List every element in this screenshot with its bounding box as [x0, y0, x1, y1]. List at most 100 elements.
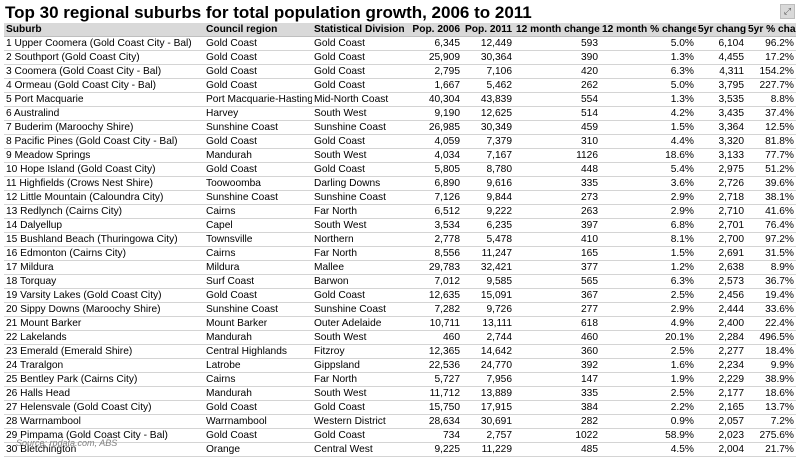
- cell-suburb: 18 Torquay: [4, 274, 204, 289]
- column-header-12m-change[interactable]: 12 month change: [514, 23, 600, 37]
- cell-pop2006: 15,750: [408, 400, 462, 415]
- cell-pop2011: 15,091: [462, 288, 514, 303]
- column-header-division[interactable]: Statistical Division: [312, 23, 408, 37]
- cell-change-12m: 335: [514, 176, 600, 191]
- cell-pct-12m: 1.2%: [600, 260, 696, 275]
- cell-council: Gold Coast: [204, 288, 312, 303]
- column-header-suburb[interactable]: Suburb: [4, 23, 204, 37]
- column-header-5yr-change[interactable]: 5yr change: [696, 23, 746, 37]
- cell-pop2011: 8,780: [462, 162, 514, 177]
- cell-division: Gold Coast: [312, 428, 408, 443]
- page-title: Top 30 regional suburbs for total popula…: [5, 3, 532, 22]
- cell-pct-5yr: 38.1%: [746, 190, 796, 205]
- cell-pop2006: 5,805: [408, 162, 462, 177]
- cell-pct-12m: 1.6%: [600, 358, 696, 373]
- table-row: 24 Traralgon Latrobe Gippsland 22,536 24,770…: [4, 358, 796, 373]
- table-row: 12 Little Mountain (Caloundra City) Sunsh…: [4, 190, 796, 205]
- cell-change-12m: 448: [514, 162, 600, 177]
- table-row: 1 Upper Coomera (Gold Coast City - Bal) G…: [4, 36, 796, 51]
- cell-division: Far North: [312, 204, 408, 219]
- cell-change-5yr: 2,975: [696, 162, 746, 177]
- cell-division: Gold Coast: [312, 36, 408, 51]
- cell-pop2011: 2,744: [462, 330, 514, 345]
- column-header-pop2006[interactable]: Pop. 2006: [408, 23, 462, 37]
- cell-pct-12m: 2.5%: [600, 344, 696, 359]
- cell-pct-5yr: 76.4%: [746, 218, 796, 233]
- cell-division: Sunshine Coast: [312, 302, 408, 317]
- column-header-council[interactable]: Council region: [204, 23, 312, 37]
- cell-pct-12m: 4.4%: [600, 134, 696, 149]
- cell-change-12m: 420: [514, 64, 600, 79]
- cell-change-12m: 593: [514, 36, 600, 51]
- cell-pct-5yr: 17.2%: [746, 50, 796, 65]
- cell-division: Barwon: [312, 274, 408, 289]
- table-row: 20 Sippy Downs (Maroochy Shire) Sunshine …: [4, 302, 796, 317]
- cell-division: Gippsland: [312, 358, 408, 373]
- cell-pct-5yr: 33.6%: [746, 302, 796, 317]
- cell-pct-12m: 6.3%: [600, 64, 696, 79]
- cell-suburb: 20 Sippy Downs (Maroochy Shire): [4, 302, 204, 317]
- cell-pop2006: 2,795: [408, 64, 462, 79]
- cell-change-5yr: 2,234: [696, 358, 746, 373]
- table-row: 28 Warrnambool Warrnambool Western Distric…: [4, 414, 796, 429]
- cell-council: Sunshine Coast: [204, 120, 312, 135]
- cell-pct-5yr: 41.6%: [746, 204, 796, 219]
- cell-pop2011: 30,364: [462, 50, 514, 65]
- cell-pop2011: 7,379: [462, 134, 514, 149]
- cell-pct-12m: 5.4%: [600, 162, 696, 177]
- cell-council: Sunshine Coast: [204, 302, 312, 317]
- cell-change-5yr: 3,320: [696, 134, 746, 149]
- cell-change-5yr: 4,311: [696, 64, 746, 79]
- cell-pop2006: 29,783: [408, 260, 462, 275]
- cell-pop2011: 13,111: [462, 316, 514, 331]
- cell-change-12m: 277: [514, 302, 600, 317]
- cell-pct-12m: 4.5%: [600, 442, 696, 457]
- cell-change-12m: 273: [514, 190, 600, 205]
- cell-change-5yr: 2,691: [696, 246, 746, 261]
- cell-change-5yr: 2,165: [696, 400, 746, 415]
- cell-pop2006: 28,634: [408, 414, 462, 429]
- cell-pop2011: 5,478: [462, 232, 514, 247]
- cell-change-5yr: 3,795: [696, 78, 746, 93]
- cell-change-5yr: 2,710: [696, 204, 746, 219]
- cell-change-12m: 377: [514, 260, 600, 275]
- cell-pct-12m: 5.0%: [600, 36, 696, 51]
- cell-suburb: 5 Port Macquarie: [4, 92, 204, 107]
- cell-pct-12m: 2.5%: [600, 386, 696, 401]
- cell-pct-5yr: 21.7%: [746, 442, 796, 457]
- cell-pop2011: 24,770: [462, 358, 514, 373]
- cell-change-12m: 618: [514, 316, 600, 331]
- cell-change-5yr: 4,455: [696, 50, 746, 65]
- cell-division: Sunshine Coast: [312, 120, 408, 135]
- cell-pct-12m: 18.6%: [600, 148, 696, 163]
- cell-pop2006: 460: [408, 330, 462, 345]
- cell-change-5yr: 3,364: [696, 120, 746, 135]
- cell-council: Cairns: [204, 372, 312, 387]
- cell-division: Darling Downs: [312, 176, 408, 191]
- column-header-5yr-pct[interactable]: 5yr % change: [746, 23, 796, 37]
- cell-pct-5yr: 7.2%: [746, 414, 796, 429]
- cell-suburb: 9 Meadow Springs: [4, 148, 204, 163]
- cell-pct-5yr: 227.7%: [746, 78, 796, 93]
- table-row: 8 Pacific Pines (Gold Coast City - Bal) G…: [4, 134, 796, 149]
- table-row: 16 Edmonton (Cairns City) Cairns Far North…: [4, 246, 796, 261]
- table-row: 7 Buderim (Maroochy Shire) Sunshine Coast…: [4, 120, 796, 135]
- cell-division: South West: [312, 330, 408, 345]
- table-row: 3 Coomera (Gold Coast City - Bal) Gold Co…: [4, 64, 796, 79]
- cell-pop2006: 4,059: [408, 134, 462, 149]
- cell-suburb: 11 Highfields (Crows Nest Shire): [4, 176, 204, 191]
- cell-pop2011: 13,889: [462, 386, 514, 401]
- cell-pct-12m: 0.9%: [600, 414, 696, 429]
- expand-icon[interactable]: ⤢: [780, 4, 795, 19]
- column-header-pop2011[interactable]: Pop. 2011: [462, 23, 514, 37]
- cell-council: Gold Coast: [204, 78, 312, 93]
- column-header-12m-pct[interactable]: 12 month % change: [600, 23, 696, 37]
- cell-pop2006: 6,345: [408, 36, 462, 51]
- table-row: 13 Redlynch (Cairns City) Cairns Far North…: [4, 204, 796, 219]
- cell-change-5yr: 2,573: [696, 274, 746, 289]
- cell-suburb: 17 Mildura: [4, 260, 204, 275]
- cell-change-5yr: 2,726: [696, 176, 746, 191]
- cell-suburb: 15 Bushland Beach (Thuringowa City): [4, 232, 204, 247]
- cell-pop2011: 12,449: [462, 36, 514, 51]
- cell-pop2006: 22,536: [408, 358, 462, 373]
